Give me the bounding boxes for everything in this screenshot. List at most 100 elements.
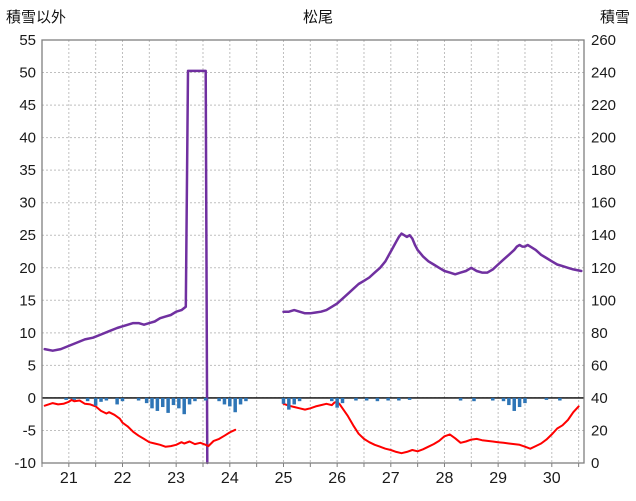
precip-bar	[364, 397, 369, 401]
precip-bar	[330, 397, 334, 402]
snow-depth-series	[43, 69, 583, 465]
svg-text:35: 35	[19, 162, 36, 179]
svg-text:20: 20	[19, 260, 36, 277]
temperature-line	[282, 400, 580, 455]
svg-text:15: 15	[19, 292, 36, 309]
left-axis-title: 積雪以外	[6, 9, 67, 26]
svg-text:-10: -10	[14, 455, 36, 472]
svg-text:45: 45	[19, 97, 36, 114]
svg-text:80: 80	[591, 325, 608, 342]
precip-bar	[523, 397, 527, 404]
svg-text:23: 23	[167, 470, 185, 487]
precip-bar	[99, 397, 103, 402]
svg-text:120: 120	[591, 260, 616, 277]
svg-text:100: 100	[591, 292, 616, 309]
svg-text:180: 180	[591, 162, 616, 179]
precip-bar	[72, 397, 76, 400]
svg-text:29: 29	[489, 470, 507, 487]
snow-depth-line	[282, 232, 583, 315]
precip-bar	[558, 397, 562, 401]
precip-bar	[397, 397, 401, 401]
precip-bar	[85, 397, 90, 402]
right-axis-title: 積雪	[599, 9, 630, 26]
left-axis-labels: -10 -5 0 5 10 15 20 25 30 35 40 45 50 55	[14, 32, 36, 472]
snow-depth-line	[43, 69, 209, 465]
precip-bar	[501, 397, 506, 402]
svg-text:160: 160	[591, 195, 616, 212]
svg-text:28: 28	[436, 470, 454, 487]
precip-bar	[144, 397, 149, 404]
svg-text:140: 140	[591, 227, 616, 244]
precip-bar	[287, 397, 291, 410]
svg-text:0: 0	[28, 390, 36, 407]
precip-bar	[64, 397, 68, 400]
precip-bar	[292, 397, 296, 405]
svg-text:0: 0	[591, 455, 599, 472]
precip-bar	[472, 397, 476, 402]
precip-bar	[244, 397, 248, 402]
precip-bar	[171, 397, 176, 406]
precip-bar	[136, 397, 141, 401]
svg-text:26: 26	[328, 470, 346, 487]
precip-bar	[375, 397, 380, 402]
svg-text:50: 50	[19, 65, 36, 82]
precip-bar	[93, 397, 98, 406]
precip-bar	[512, 397, 516, 411]
svg-text:27: 27	[382, 470, 400, 487]
precip-bar	[203, 397, 208, 401]
precip-bar	[193, 397, 197, 402]
precip-bar	[233, 397, 237, 413]
x-axis-labels: 21 22 23 24 25 26 27 28 29 30	[60, 470, 561, 487]
svg-text:10: 10	[19, 325, 36, 342]
precip-bar	[182, 397, 186, 415]
plot-border	[41, 39, 585, 464]
precip-bar	[177, 397, 181, 409]
svg-text:20: 20	[591, 422, 608, 439]
svg-text:30: 30	[543, 470, 561, 487]
precip-bar	[386, 397, 390, 401]
chart-title: 松尾	[302, 9, 333, 26]
precip-bar	[407, 397, 412, 400]
precip-bar	[335, 397, 339, 408]
x-axis-ticks	[41, 463, 580, 467]
svg-text:60: 60	[591, 357, 608, 374]
svg-text:200: 200	[591, 130, 616, 147]
svg-text:25: 25	[19, 227, 36, 244]
svg-text:40: 40	[19, 130, 36, 147]
precip-bar	[166, 397, 170, 413]
temperature-series	[43, 398, 580, 455]
precip-bar	[517, 397, 522, 408]
precip-bar	[104, 397, 109, 401]
precip-bar	[238, 397, 243, 405]
precip-bar	[297, 397, 302, 402]
precip-bar	[354, 397, 358, 401]
precip-bar	[217, 397, 221, 402]
precip-bar	[155, 397, 160, 411]
precip-bar	[228, 397, 232, 407]
precip-bar	[458, 397, 463, 401]
svg-text:-5: -5	[23, 422, 36, 439]
precip-bar	[544, 397, 549, 400]
svg-text:260: 260	[591, 32, 616, 49]
precip-bar	[160, 397, 165, 408]
precip-bar	[115, 397, 119, 405]
svg-text:40: 40	[591, 390, 608, 407]
precip-bar	[281, 397, 286, 404]
svg-text:25: 25	[275, 470, 293, 487]
svg-text:55: 55	[19, 32, 36, 49]
precip-bar	[120, 397, 125, 402]
svg-text:5: 5	[28, 357, 36, 374]
svg-text:24: 24	[221, 470, 239, 487]
svg-text:22: 22	[114, 470, 132, 487]
svg-text:220: 220	[591, 97, 616, 114]
svg-text:21: 21	[60, 470, 78, 487]
temperature-line	[43, 398, 237, 448]
precip-bar	[340, 397, 345, 404]
precipitation-series	[64, 397, 562, 415]
precip-bar	[491, 397, 495, 401]
svg-text:240: 240	[591, 65, 616, 82]
svg-text:30: 30	[19, 195, 36, 212]
precip-bar	[150, 397, 154, 409]
